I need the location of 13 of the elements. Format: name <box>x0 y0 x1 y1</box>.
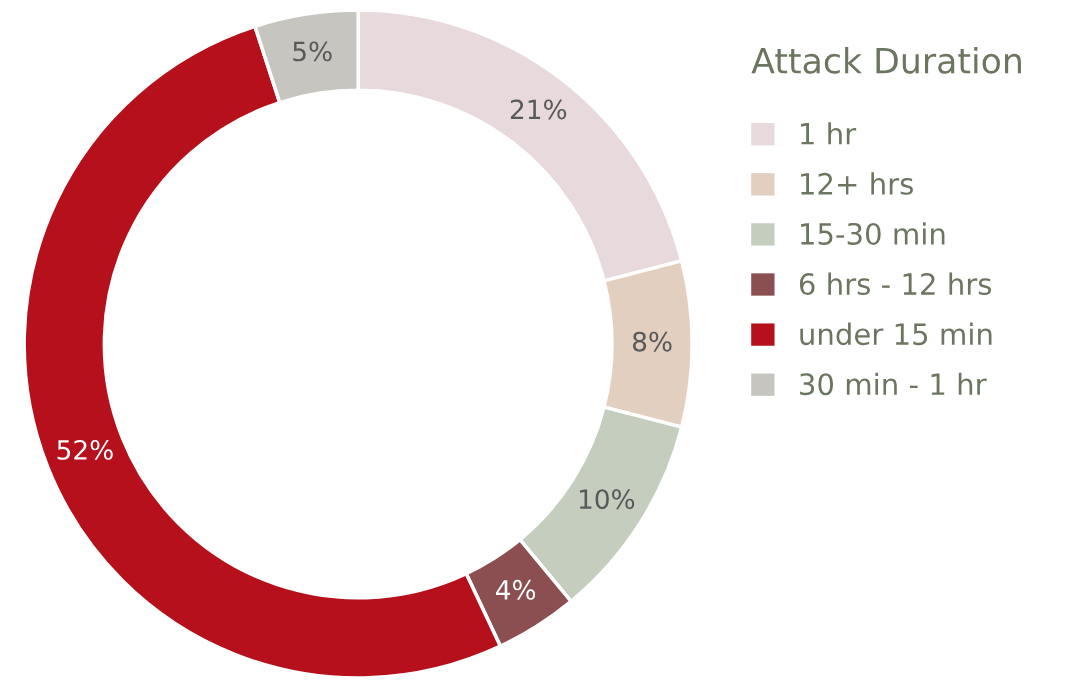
data-label: 21% <box>510 99 567 120</box>
legend-label: 12+ hrs <box>801 172 913 195</box>
data-label: 5% <box>293 41 332 62</box>
legend-label: 6 hrs - 12 hrs <box>799 272 992 296</box>
legend-title: Attack Duration <box>751 46 1021 74</box>
legend-label: 15-30 min <box>801 222 945 245</box>
legend-label: under 15 min <box>800 322 992 346</box>
data-label: 4% <box>496 579 536 600</box>
legend-label: 30 min - 1 hr <box>800 372 987 396</box>
data-label: 10% <box>579 489 635 510</box>
legend-label: 1 hr <box>801 122 857 145</box>
data-label: 52% <box>57 439 113 460</box>
data-label: 8% <box>632 331 672 352</box>
